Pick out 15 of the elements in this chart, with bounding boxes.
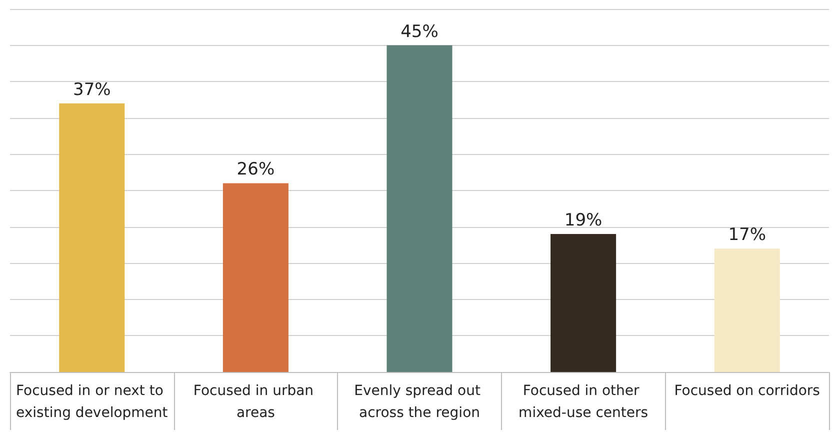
x-tick-label: Focused in urban areas xyxy=(193,383,318,421)
data-label: 26% xyxy=(236,160,275,180)
data-label: 19% xyxy=(564,210,602,231)
x-tick-label: Focused on corridors xyxy=(674,383,820,399)
bar xyxy=(550,234,616,372)
bar xyxy=(714,248,780,372)
bar xyxy=(386,45,452,372)
x-tick-label: Focused in other mixed-use centers xyxy=(518,383,648,421)
x-tick-label: Focused in or next to existing development xyxy=(16,383,168,421)
bar xyxy=(222,183,288,372)
data-label: 17% xyxy=(728,225,766,246)
data-label: 45% xyxy=(400,22,438,42)
bar xyxy=(59,103,125,372)
data-label: 37% xyxy=(73,80,111,100)
x-tick-label: Evenly spread out across the region xyxy=(354,383,485,421)
